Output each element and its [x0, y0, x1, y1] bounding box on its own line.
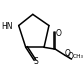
Text: CH₃: CH₃ [72, 54, 83, 59]
Text: O: O [65, 49, 71, 58]
Text: O: O [55, 29, 61, 38]
Text: S: S [33, 57, 38, 66]
Text: HN: HN [1, 22, 12, 31]
Text: O: O [68, 52, 74, 61]
